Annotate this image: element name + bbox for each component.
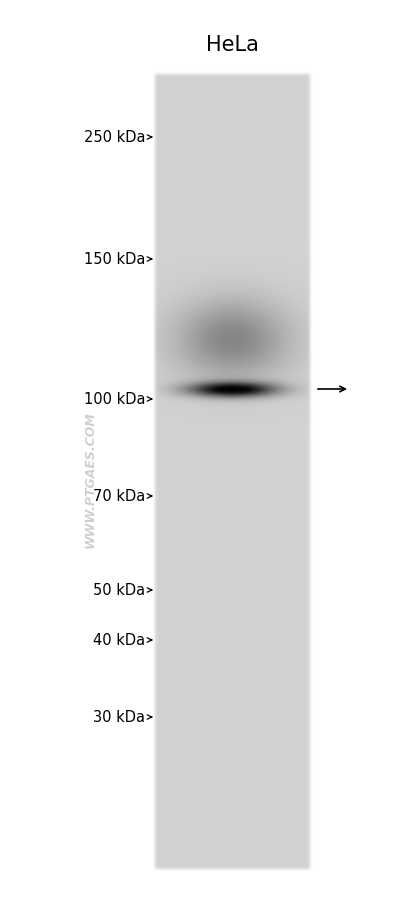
Text: 40 kDa: 40 kDa — [93, 633, 145, 648]
Text: 250 kDa: 250 kDa — [84, 131, 145, 145]
Text: 150 kDa: 150 kDa — [84, 253, 145, 267]
Text: 70 kDa: 70 kDa — [93, 489, 145, 504]
Text: 100 kDa: 100 kDa — [84, 392, 145, 407]
Text: 30 kDa: 30 kDa — [93, 710, 145, 724]
Text: HeLa: HeLa — [206, 35, 258, 55]
Text: 50 kDa: 50 kDa — [93, 583, 145, 598]
Text: WWW.PTGAES.COM: WWW.PTGAES.COM — [84, 411, 96, 548]
